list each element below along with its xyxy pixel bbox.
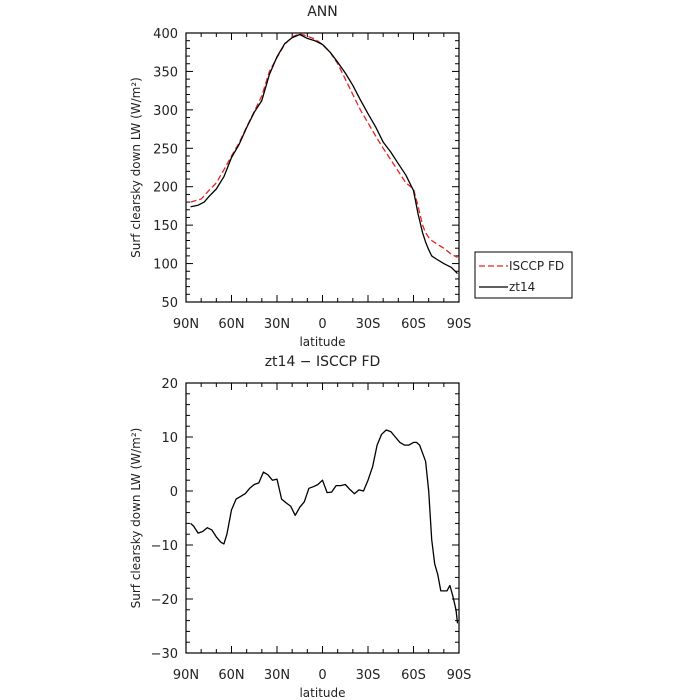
legend-entry: zt14: [509, 280, 535, 294]
x-tick-label: 90S: [447, 668, 472, 683]
y-tick-label: 400: [153, 27, 178, 42]
y-axis-label: Surf clearsky down LW (W/m²): [129, 428, 143, 609]
x-tick-label: 60N: [218, 668, 244, 683]
plot-frame: [185, 382, 460, 654]
x-tick-label: 30S: [356, 668, 381, 683]
y-axis-label: Surf clearsky down LW (W/m²): [129, 77, 143, 258]
x-tick-label: 90N: [173, 317, 199, 332]
y-tick-label: 250: [153, 142, 178, 157]
y-tick-label: 300: [153, 104, 178, 119]
panel-1: ANN latitude Surf clearsky down LW (W/m²) 9…: [129, 4, 471, 349]
series-line-difference: [190, 429, 459, 624]
legend-entry: ISCCP FD: [509, 259, 564, 273]
y-tick-label: 20: [161, 377, 178, 392]
y-tick-label: −30: [151, 647, 178, 662]
x-tick-label: 90N: [173, 668, 199, 683]
y-tick-label: 10: [161, 431, 178, 446]
y-tick-label: 200: [153, 181, 178, 196]
x-tick-label: 30N: [264, 317, 290, 332]
x-tick-label: 60N: [218, 317, 244, 332]
series-line-zt14: [190, 33, 458, 275]
x-tick-label: 30S: [356, 317, 381, 332]
x-tick-label: 0: [318, 317, 326, 332]
x-tick-label: 90S: [447, 317, 472, 332]
panel-2-title: zt14 − ISCCP FD: [265, 354, 381, 370]
y-tick-label: 0: [170, 485, 178, 500]
x-tick-label: 60S: [401, 668, 426, 683]
y-tick-label: −10: [151, 539, 178, 554]
legend: ISCCP FD zt14: [474, 251, 573, 299]
legend-box: [474, 251, 573, 299]
panel-1-title: ANN: [307, 4, 338, 20]
panel-2: zt14 − ISCCP FD latitude Surf clearsky dow…: [129, 354, 471, 700]
y-tick-label: 150: [153, 219, 178, 234]
x-tick-label: 60S: [401, 317, 426, 332]
y-tick-label: −20: [151, 593, 178, 608]
x-tick-label: 0: [318, 668, 326, 683]
y-tick-label: 100: [153, 258, 178, 273]
x-axis-label: latitude: [299, 686, 345, 700]
y-tick-label: 350: [153, 65, 178, 80]
x-tick-label: 30N: [264, 668, 290, 683]
x-axis-label: latitude: [299, 335, 345, 349]
series-line-isccp-fd: [190, 33, 458, 258]
y-tick-label: 50: [161, 296, 178, 311]
